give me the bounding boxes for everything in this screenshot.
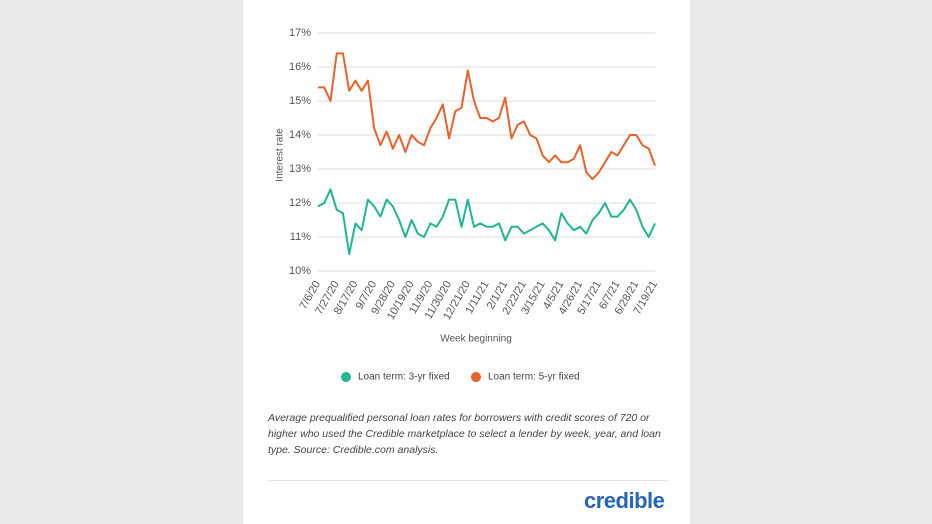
x-axis-label: Week beginning — [440, 334, 512, 345]
legend-marker — [471, 372, 481, 382]
divider — [268, 480, 668, 481]
y-tick-label: 17% — [289, 27, 311, 39]
legend-label: Loan term: 3-yr fixed — [358, 372, 450, 383]
logo: credible — [584, 488, 665, 513]
y-tick-label: 10% — [289, 265, 311, 277]
y-axis-label: Interest rate — [275, 128, 286, 182]
line — [317, 188, 656, 255]
caption: Average prequalified personal loan rates… — [268, 412, 661, 456]
y-tick-label: 14% — [289, 129, 311, 141]
y-tick-label: 15% — [289, 95, 311, 107]
legend-label: Loan term: 5-yr fixed — [488, 372, 580, 383]
line — [318, 52, 656, 181]
y-tick-label: 13% — [289, 163, 311, 175]
y-tick-label: 16% — [289, 61, 311, 73]
y-tick-label: 11% — [290, 231, 311, 243]
legend-marker — [341, 372, 351, 382]
panel — [243, 0, 690, 524]
y-tick-label: 12% — [289, 197, 311, 209]
